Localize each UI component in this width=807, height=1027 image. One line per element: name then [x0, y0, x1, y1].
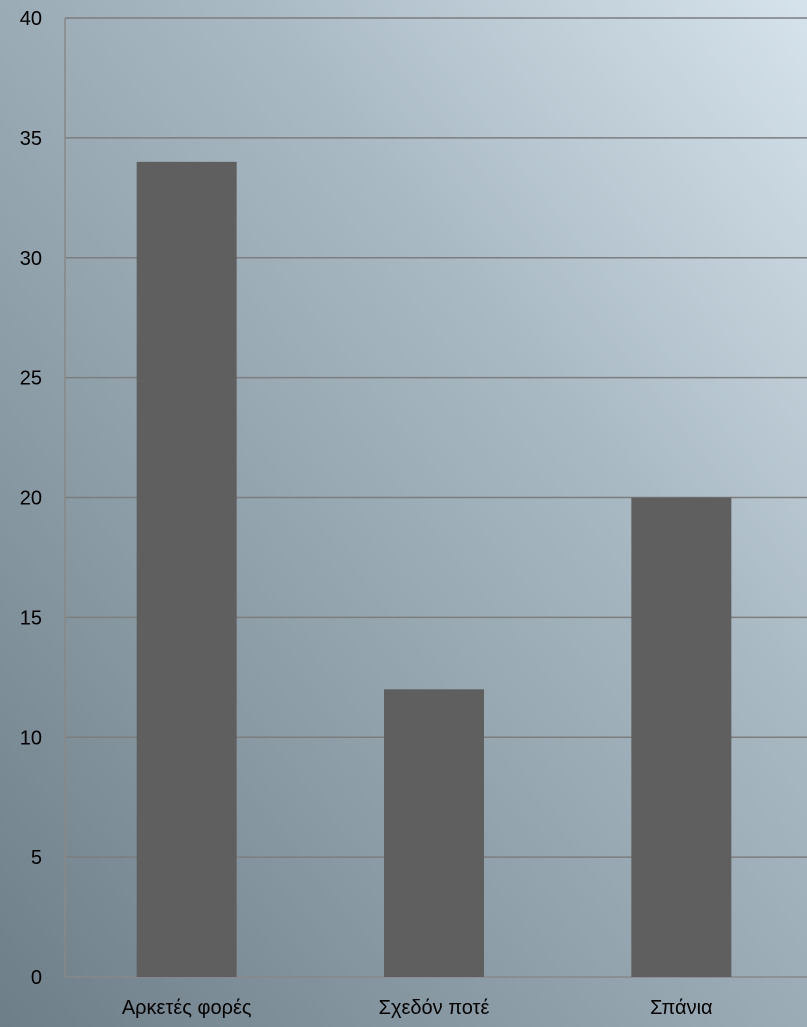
y-tick-labels: 0 5 10 15 20 25 30 35 40 — [20, 8, 42, 989]
x-category-label: Σπάνια — [650, 997, 713, 1019]
bar-2 — [384, 689, 484, 977]
x-category-labels: Αρκετές φορές Σχεδόν ποτέ Σπάνια — [122, 997, 713, 1019]
bar-1 — [136, 161, 237, 978]
x-category-label: Σχεδόν ποτέ — [379, 997, 490, 1019]
y-tick-label: 10 — [20, 727, 42, 749]
y-tick-label: 40 — [20, 8, 42, 30]
y-tick-label: 30 — [20, 248, 42, 270]
y-tick-label: 35 — [20, 128, 42, 150]
y-tick-label: 0 — [31, 967, 42, 989]
y-tick-label: 20 — [20, 488, 42, 510]
y-tick-label: 5 — [31, 847, 42, 869]
y-tick-label: 15 — [20, 607, 42, 629]
bars — [136, 161, 732, 978]
x-category-label: Αρκετές φορές — [122, 997, 252, 1019]
y-tick-label: 25 — [20, 368, 42, 390]
bar-3 — [631, 497, 732, 977]
